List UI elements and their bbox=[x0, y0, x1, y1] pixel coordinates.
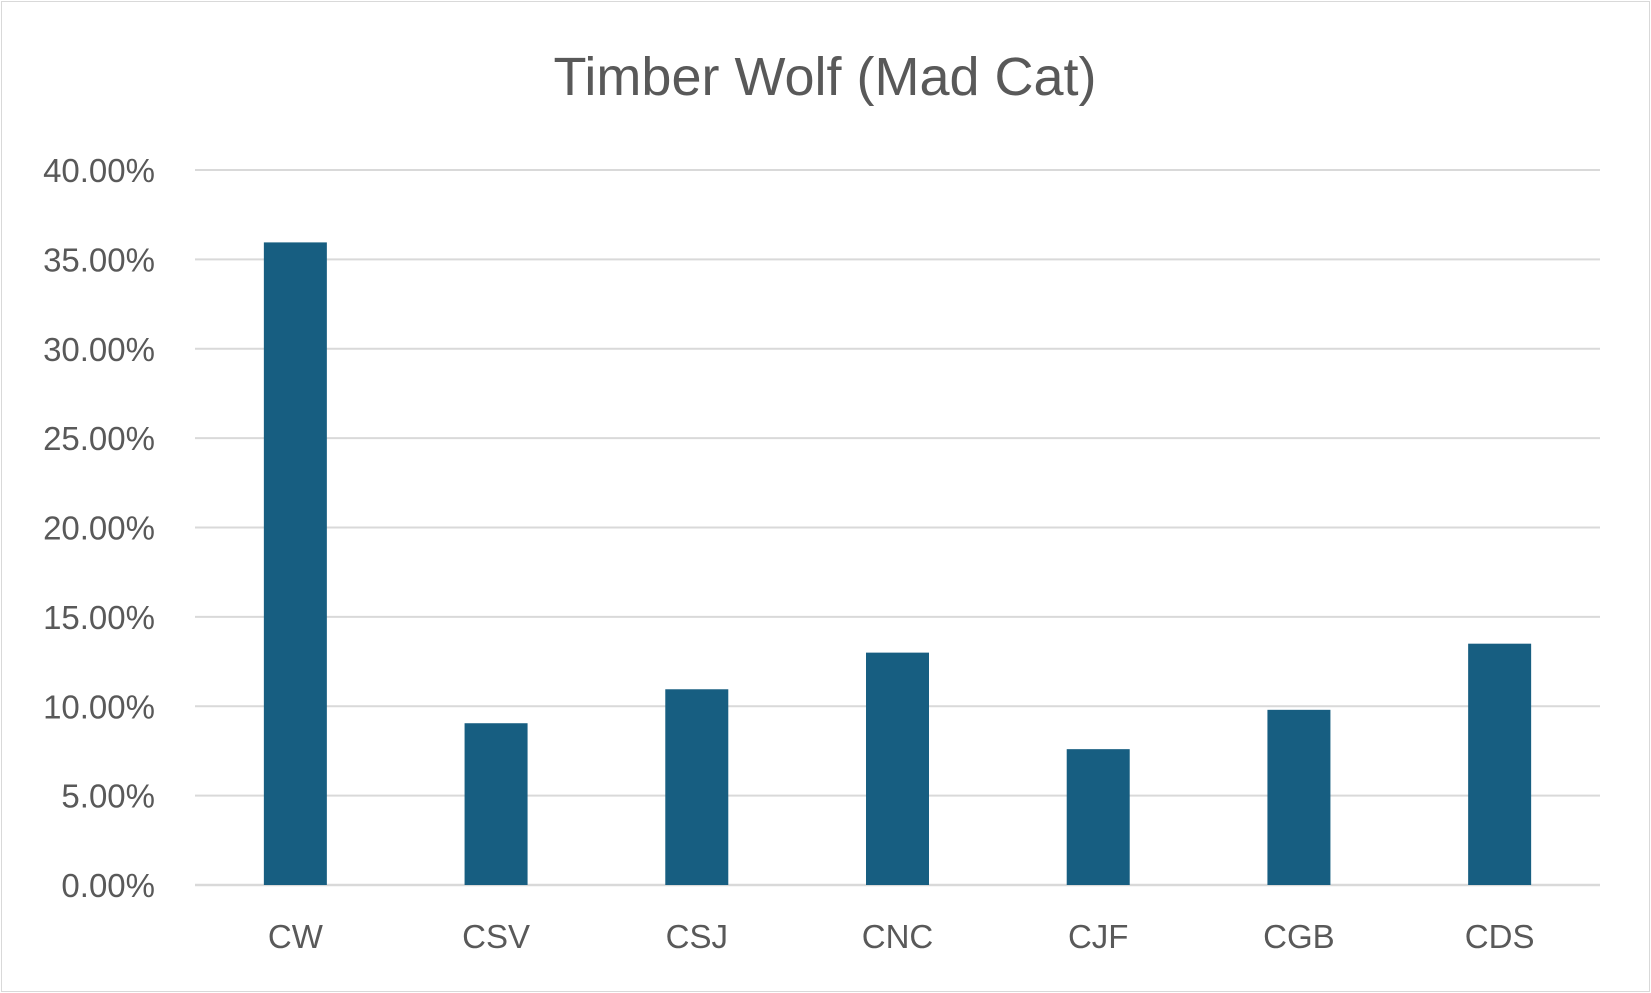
bar-cw bbox=[263, 242, 327, 886]
y-tick-label: 10.00% bbox=[43, 688, 155, 725]
y-tick-label: 35.00% bbox=[43, 241, 155, 278]
bar-csv bbox=[464, 723, 528, 885]
x-axis-tick-labels: CW CSV CSJ CNC CJF CGB CDS bbox=[268, 918, 1535, 955]
bar-cjf bbox=[1066, 749, 1130, 885]
x-tick-label: CSV bbox=[462, 918, 530, 955]
y-tick-label: 40.00% bbox=[43, 152, 155, 189]
bar-cnc bbox=[866, 652, 929, 885]
bars bbox=[263, 242, 1532, 886]
bar-csj bbox=[665, 689, 729, 885]
bar-cgb bbox=[1267, 709, 1331, 885]
y-tick-label: 20.00% bbox=[43, 510, 155, 547]
x-tick-label: CW bbox=[268, 918, 324, 955]
y-tick-label: 15.00% bbox=[43, 599, 155, 636]
x-tick-label: CNC bbox=[862, 918, 934, 955]
x-tick-label: CGB bbox=[1263, 918, 1335, 955]
y-tick-label: 25.00% bbox=[43, 420, 155, 457]
bar-cds bbox=[1468, 643, 1532, 885]
y-tick-label: 0.00% bbox=[61, 867, 155, 904]
gridlines bbox=[195, 169, 1600, 887]
x-tick-label: CJF bbox=[1068, 918, 1129, 955]
x-tick-label: CSJ bbox=[666, 918, 728, 955]
y-tick-label: 5.00% bbox=[61, 778, 155, 815]
chart-title: Timber Wolf (Mad Cat) bbox=[553, 47, 1096, 107]
y-axis-tick-labels: 0.00% 5.00% 10.00% 15.00% 20.00% 25.00% 30.00%… bbox=[43, 152, 155, 904]
y-tick-label: 30.00% bbox=[43, 331, 155, 368]
x-tick-label: CDS bbox=[1465, 918, 1535, 955]
